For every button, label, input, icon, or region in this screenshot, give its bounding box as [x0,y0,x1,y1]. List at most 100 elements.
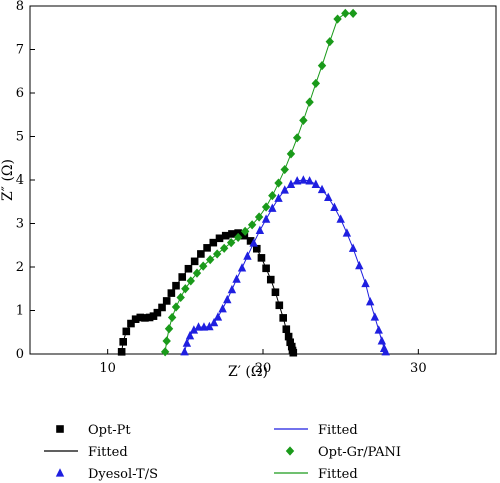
opt-gr-pani-point [299,115,308,126]
opt-gr-pani-point [280,164,289,175]
opt-pt-point [271,288,280,297]
dyesol-t-s-point [311,179,321,188]
fitted-lines [121,12,387,353]
opt-pt-point [117,348,126,356]
dyesol-t-s-point [185,330,195,340]
opt-pt-point [203,244,211,252]
dyesol-t-s-point [223,294,232,304]
opt-gr-pani-point [254,212,264,222]
opt-pt-point [190,257,199,266]
opt-gr-pani-point [186,276,195,286]
opt-pt-point [153,308,162,317]
y-tick-label: 5 [16,130,24,145]
dyesol-t-s-point [292,176,302,185]
opt-pt-point [209,238,218,247]
y-axis-title: Z″ (Ω) [0,159,16,201]
x-tick-label: 10 [99,361,116,376]
legend-item: Fitted [44,445,128,460]
y-tick-label: 6 [16,86,24,101]
dyesol-t-s-point [249,238,258,247]
x-axis-title: Z′ (Ω) [228,364,268,380]
plot-area: 10 20 30 0 1 2 3 4 5 6 7 8 [16,0,497,376]
opt-pt-point [178,273,187,281]
opt-gr-pani-point [176,292,185,303]
dyesol-t-s-point [305,176,314,185]
opt-gr-pani-point [247,220,257,230]
opt-pt-point [240,231,249,240]
opt-pt-point [158,303,166,312]
x-tick-label: 20 [255,361,272,376]
legend-item: Dyesol-T/S [55,467,158,482]
opt-gr-pani-point [198,261,208,271]
opt-gr-pani-point [226,238,236,248]
opt-pt-point [162,297,171,305]
opt-pt-point [221,231,230,240]
dyesol-t-s-point [255,225,265,235]
dyesol-t-s-point [243,251,252,260]
legend-marker-triangle [55,468,65,477]
dyesol-t-s-point [189,325,199,334]
opt-gr-pani-point [233,232,243,243]
opt-gr-pani-point [325,37,334,47]
legend-item: Fitted [274,467,358,482]
dyesol-t-s-point [213,312,223,321]
plot-frame [29,5,497,355]
opt-pt-point [122,327,131,336]
opt-pt-point [262,264,270,273]
opt-pt-point [282,325,291,334]
legend-marker-diamond [285,446,295,456]
y-tick-label: 8 [16,0,24,14]
legend-label: Opt-Gr/PANI [318,445,401,460]
dyesol-t-s-point [194,322,203,331]
opt-pt-point [284,332,293,341]
opt-gr-pani-point [286,149,296,159]
opt-pt-point [252,244,261,253]
opt-pt-point [184,264,193,273]
dyesol-t-s-point [286,179,296,188]
x-axis-ticks: 10 20 30 [99,349,427,376]
opt-gr-pani-point [274,178,283,188]
opt-pt-point [119,338,127,346]
opt-pt-point [149,312,158,320]
opt-gr-pani-point [164,324,174,334]
x-tick-label: 30 [410,361,427,376]
dyesol-t-s-point [180,347,189,356]
y-tick-label: 3 [16,217,24,232]
opt-pt-point [266,275,275,284]
legend-label: Fitted [318,423,358,438]
opt-pt-point [215,234,224,243]
opt-gr-pani-point [212,249,222,259]
legend-item: Fitted [274,423,358,438]
opt-pt-point [136,313,145,322]
dyesol-t-s-point [274,193,283,202]
opt-pt-point [287,342,296,351]
opt-gr-pani-point [192,268,202,278]
opt-pt-point [167,289,176,297]
opt-pt-point [289,348,298,357]
y-tick-label: 0 [16,347,24,362]
y-tick-label: 4 [16,173,24,188]
opt-pt-point [127,319,135,328]
legend-label: Opt-Pt [88,423,131,438]
opt-gr-pani-point [181,284,190,294]
opt-pt-point [131,315,140,323]
opt-gr-pani-point [205,255,215,265]
y-tick-label: 1 [16,304,24,319]
dyesol-t-s-point [261,214,271,223]
dyesol-t-s-point [365,297,375,306]
opt-pt-point [197,250,205,258]
opt-gr-pani-point [160,347,170,357]
opt-pt-point [172,281,180,290]
y-tick-label: 7 [16,43,24,58]
y-axis-ticks: 0 1 2 3 4 5 6 7 8 [16,0,35,362]
dyesol-t-s-point [209,317,219,327]
opt-pt-point [279,314,287,322]
dyesol-t-s-point [268,203,277,212]
dyesol-t-s-point [227,284,237,294]
opt-gr-pani-point [171,302,181,312]
dyesol-t-s-point [342,228,352,237]
opt-pt-point [257,254,266,262]
data-markers [117,8,390,357]
opt-gr-pani-point [162,336,171,346]
